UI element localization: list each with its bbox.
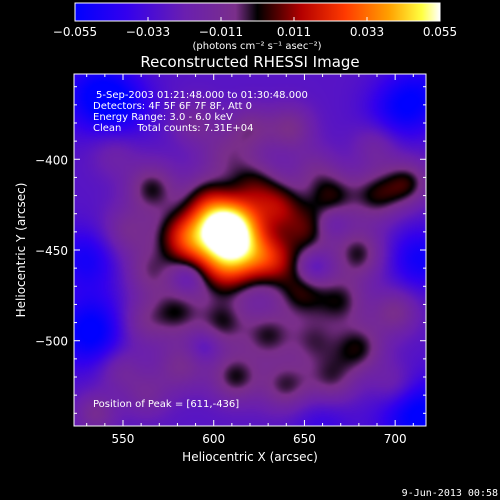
colorbar-tick-label: 0.033 <box>350 25 384 39</box>
colorbar-tick-label: −0.033 <box>126 25 170 39</box>
x-tick-label: 550 <box>112 432 135 446</box>
x-tick-label: 700 <box>384 432 407 446</box>
render-date: 9-Jun-2013 00:58 <box>401 488 498 499</box>
image-annotations: 5-Sep-2003 01:21:48.000 to 01:30:48.000 … <box>93 90 308 410</box>
colorbar-gradient <box>74 2 441 22</box>
annotation-clean-counts: Clean Total counts: 7.31E+04 <box>93 123 253 134</box>
annotation-energy-range: Energy Range: 3.0 - 6.0 keV <box>93 112 233 123</box>
colorbar: −0.055 −0.033 −0.011 0.011 0.033 0.055 (photo… <box>53 2 457 52</box>
colorbar-tick-label: 0.011 <box>277 25 311 39</box>
y-axis: −400 −450 −500 <box>35 86 426 414</box>
colorbar-ticks: −0.055 −0.033 −0.011 0.011 0.033 0.055 <box>53 17 457 39</box>
y-tick-label: −500 <box>35 335 68 349</box>
y-axis-title: Heliocentric Y (arcsec) <box>14 183 28 318</box>
x-axis-title: Heliocentric X (arcsec) <box>182 450 318 464</box>
colorbar-tick-label: 0.055 <box>423 25 457 39</box>
x-tick-label: 600 <box>202 432 225 446</box>
annotation-detectors: Detectors: 4F 5F 6F 7F 8F, Att 0 <box>93 101 252 112</box>
colorbar-tick-label: −0.011 <box>199 25 243 39</box>
chart-title: Reconstructed RHESSI Image <box>140 53 359 71</box>
x-axis: 550 600 650 700 <box>86 74 414 446</box>
colorbar-unit: (photons cm⁻² s⁻¹ asec⁻²) <box>192 41 321 52</box>
colorbar-tick-label: −0.055 <box>53 25 97 39</box>
y-tick-label: −400 <box>35 153 68 167</box>
heatmap-image <box>73 73 427 427</box>
annotation-time-range: 5-Sep-2003 01:21:48.000 to 01:30:48.000 <box>96 90 308 101</box>
heatmap-canvas <box>74 74 426 426</box>
y-tick-label: −450 <box>35 244 68 258</box>
annotation-peak-position: Position of Peak = [611,-436] <box>93 399 239 410</box>
x-tick-label: 650 <box>293 432 316 446</box>
